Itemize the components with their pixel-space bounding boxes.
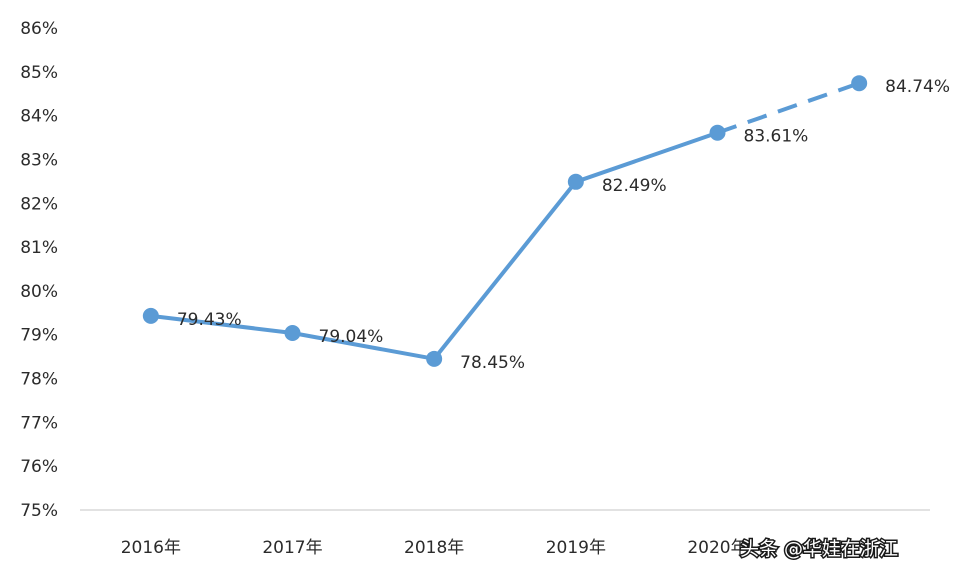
y-tick-label: 84% [20,107,58,127]
data-points [142,75,868,367]
x-tick-label: 2016年 [121,538,181,558]
data-label: 84.74% [885,77,950,97]
y-tick-label: 77% [20,413,58,433]
x-tick-label: 2018年 [404,538,464,558]
data-label: 83.61% [744,127,809,147]
series-line-projected [716,81,860,135]
data-point [851,75,868,92]
x-tick-label: 2017年 [262,538,322,558]
data-label: 82.49% [602,176,667,196]
data-point [567,173,584,190]
y-tick-label: 79% [20,326,58,346]
y-tick-label: 81% [20,238,58,258]
data-point [709,124,726,141]
y-tick-label: 78% [20,370,58,390]
data-point [142,307,159,324]
x-tick-label: 2020年 [687,538,747,558]
y-tick-label: 85% [20,63,58,83]
x-axis-ticks: 2016年 2017年 2018年 2019年 2020年 [121,538,748,558]
watermark: 头条 @华娃在浙江 [740,538,898,560]
y-tick-label: 76% [20,457,58,477]
series-line [150,81,860,361]
data-labels: 79.43% 79.04% 78.45% 82.49% 83.61% 84.74% [177,77,950,373]
data-label: 78.45% [460,353,525,373]
data-label: 79.43% [177,310,242,330]
data-point [284,324,301,341]
y-tick-label: 80% [20,282,58,302]
y-axis-ticks: 75% 76% 77% 78% 79% 80% 81% 82% 83% 84% 85% 86% [20,19,58,521]
y-tick-label: 86% [20,19,58,39]
y-tick-label: 83% [20,150,58,170]
data-point [426,350,443,367]
y-tick-label: 82% [20,194,58,214]
y-tick-label: 75% [20,501,58,521]
data-label: 79.04% [319,327,384,347]
x-tick-label: 2019年 [546,538,606,558]
